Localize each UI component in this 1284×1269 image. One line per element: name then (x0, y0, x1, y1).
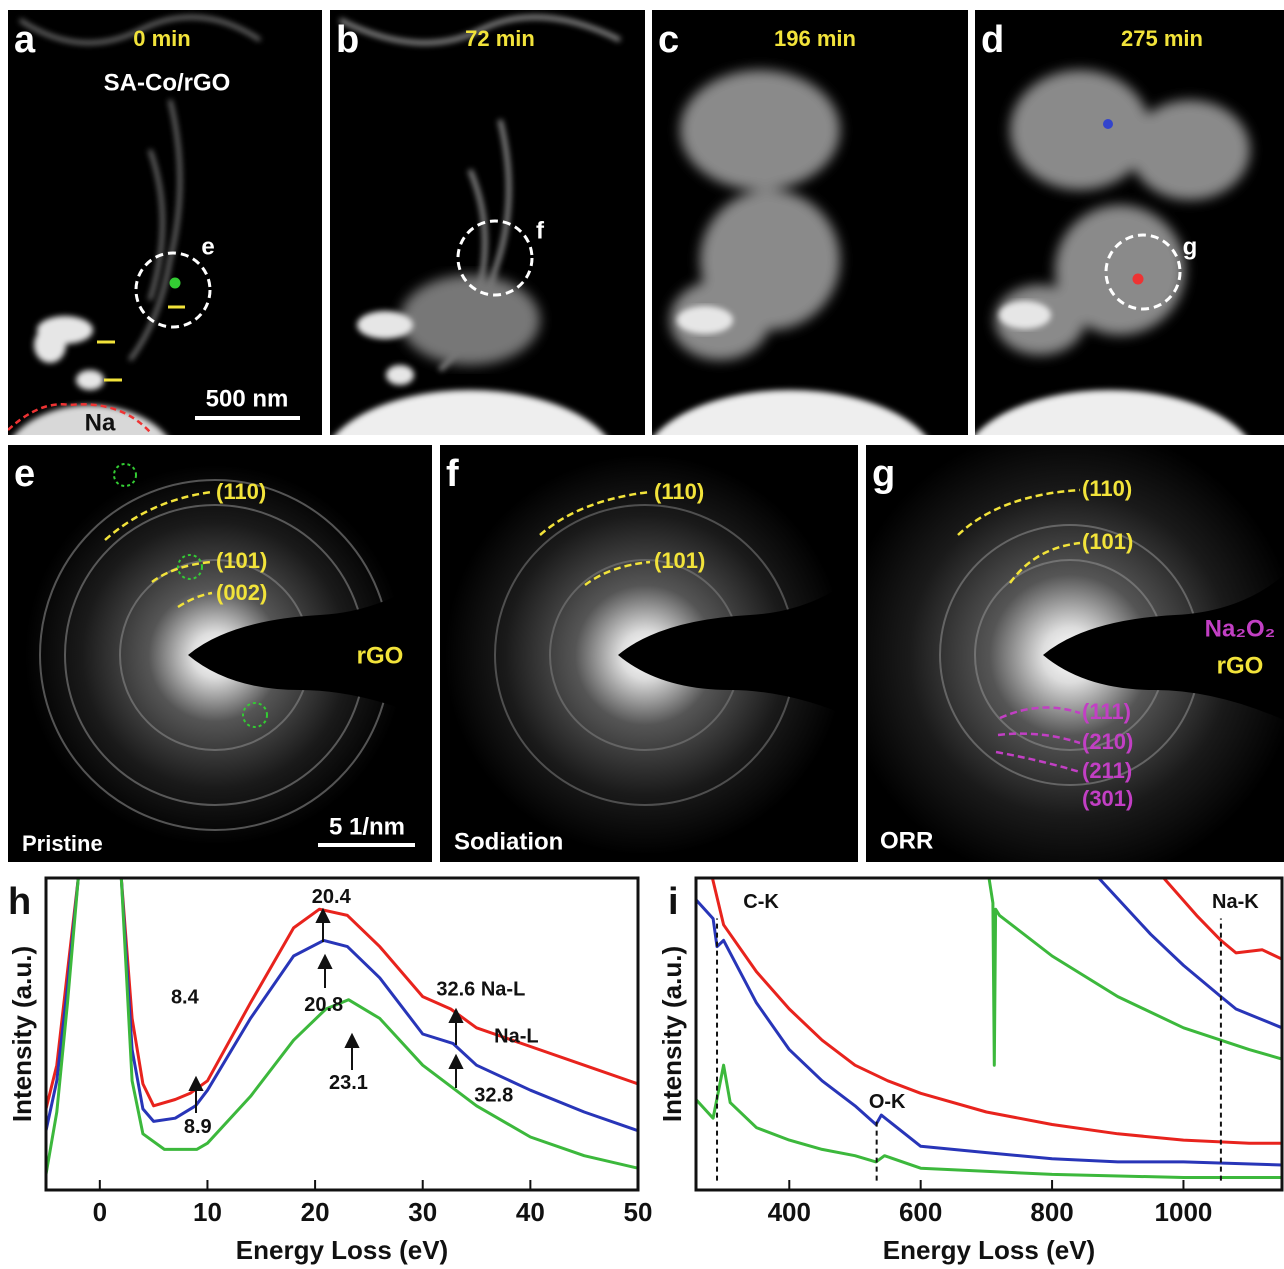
substrate-label: Na (85, 409, 116, 436)
panel-label: d (981, 19, 1004, 61)
panel-c (652, 10, 968, 435)
ring-label: (301) (1082, 786, 1133, 811)
x-tick-label: 1000 (1155, 1197, 1213, 1227)
time-label: 0 min (133, 26, 190, 51)
region-label: f (536, 217, 545, 244)
annotation: Na-L (494, 1025, 538, 1047)
arrows (188, 907, 464, 1113)
time-label: 196 min (774, 26, 856, 51)
region-label: g (1183, 233, 1198, 260)
ring-label: (110) (654, 479, 704, 504)
x-tick-label: 30 (408, 1197, 437, 1227)
panel-a (8, 10, 322, 435)
phase-label: rGO (1217, 652, 1264, 679)
panel-label: a (14, 19, 36, 61)
panel-f (440, 445, 858, 862)
edge-label: C-K (743, 891, 779, 913)
panel-label: f (446, 453, 459, 495)
edge-label: O-K (869, 1091, 906, 1113)
series-line (1097, 878, 1282, 1030)
panel-label: b (336, 19, 359, 61)
annotation: 32.8 (474, 1085, 513, 1107)
annotation: 20.8 (304, 994, 343, 1016)
region-label: e (201, 233, 214, 260)
annotation: 20.4 (312, 886, 352, 908)
edge-label: Na-K (1212, 891, 1259, 913)
x-axis-label: Energy Loss (eV) (236, 1235, 448, 1265)
ring-label: (002) (216, 580, 267, 605)
time-label: 72 min (465, 26, 535, 51)
time-label: 275 min (1121, 26, 1203, 51)
x-axis-label: Energy Loss (eV) (883, 1235, 1095, 1265)
x-tick-label: 10 (193, 1197, 222, 1227)
series-line (696, 898, 1282, 1167)
x-tick-label: 800 (1030, 1197, 1073, 1227)
panel-e (8, 445, 432, 862)
ring-label: (101) (1082, 529, 1133, 554)
scale-bar-label: 5 1/nm (329, 813, 405, 840)
x-tick-label: 20 (301, 1197, 330, 1227)
ring-label: (111) (1082, 699, 1131, 724)
x-tick-label: 600 (899, 1197, 942, 1227)
plot-area (696, 878, 1282, 1179)
x-tick-label: 50 (624, 1197, 653, 1227)
series-line (46, 878, 638, 1133)
panel-label: e (14, 453, 35, 495)
series-line (46, 878, 638, 1175)
condition-label: Sodiation (454, 828, 563, 855)
x-tick-label: 40 (516, 1197, 545, 1227)
series-line (710, 878, 1282, 1145)
phase-label: rGO (357, 642, 404, 669)
axes-frame (694, 876, 1284, 1192)
series-line (696, 1063, 1282, 1179)
series-line (1162, 878, 1282, 961)
ring-label: (101) (654, 548, 705, 573)
scale-bar-label: 500 nm (206, 385, 289, 412)
panel-label: g (872, 453, 895, 495)
axes-frame (44, 876, 640, 1192)
annotation: 8.9 (184, 1116, 212, 1138)
panel-d (975, 10, 1284, 435)
panel-b (330, 10, 645, 435)
ring-label: (110) (1082, 476, 1132, 501)
annotation: 32.6 Na-L (436, 979, 525, 1001)
ring-label: (210) (1082, 729, 1133, 754)
annotation: 8.4 (171, 986, 200, 1008)
y-axis-label: Intensity (a.u.) (657, 946, 687, 1122)
ring-label: (101) (216, 548, 267, 573)
x-tick-label: 0 (93, 1197, 107, 1227)
panel-label: c (658, 19, 679, 61)
panel-label: h (8, 881, 31, 923)
plot-area (46, 878, 638, 1175)
condition-label: ORR (880, 827, 933, 854)
condition-label: Pristine (22, 831, 103, 856)
series-line (46, 878, 638, 1110)
panel-g (866, 445, 1284, 862)
phase-label: Na₂O₂ (1205, 615, 1276, 642)
series-line (987, 878, 1282, 1067)
x-tick-label: 400 (768, 1197, 811, 1227)
y-axis-label: Intensity (a.u.) (7, 946, 37, 1122)
ring-label: (110) (216, 479, 266, 504)
annotation: 23.1 (329, 1072, 368, 1094)
panel-label: i (668, 881, 679, 923)
ring-label: (211) (1082, 758, 1132, 783)
sample-label: SA-Co/rGO (104, 69, 231, 96)
